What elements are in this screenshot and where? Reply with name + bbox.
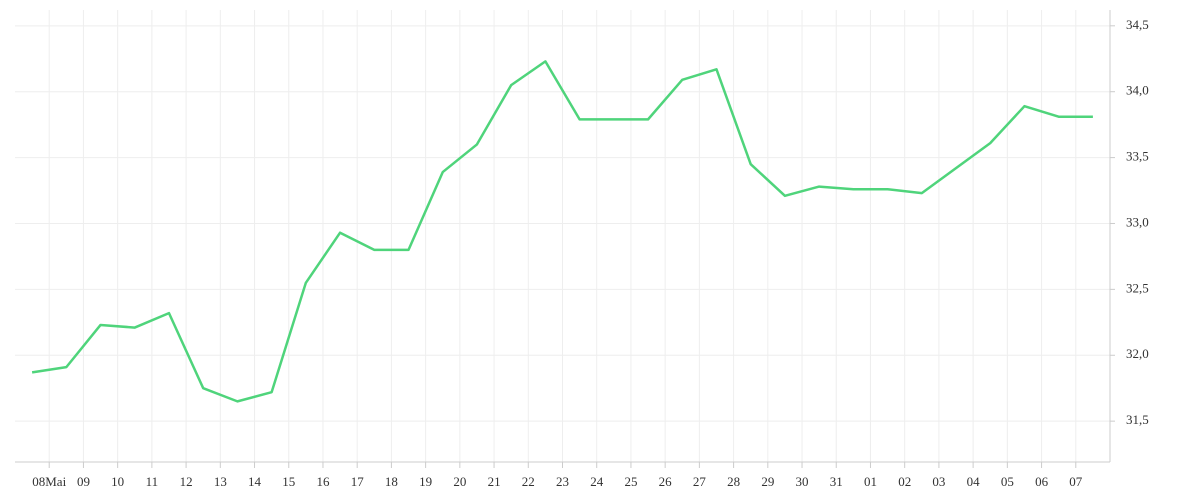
x-tick-label: 07 (1069, 474, 1083, 489)
x-tick-label: 26 (659, 474, 673, 489)
x-tick-label: 11 (146, 474, 159, 489)
x-tick-label: 16 (316, 474, 330, 489)
x-tick-label: 05 (1001, 474, 1014, 489)
y-tick-label: 33,5 (1126, 149, 1149, 164)
y-tick-label: 34,5 (1126, 17, 1149, 32)
x-tick-label: 19 (419, 474, 432, 489)
x-tick-label: 04 (967, 474, 981, 489)
x-tick-label: 21 (488, 474, 501, 489)
x-tick-label: 27 (693, 474, 707, 489)
x-tick-label: 30 (796, 474, 809, 489)
x-tick-label: 24 (590, 474, 604, 489)
x-tick-label: 12 (180, 474, 193, 489)
x-tick-label: 22 (522, 474, 535, 489)
x-tick-label: 23 (556, 474, 569, 489)
x-tick-label: 08Mai (32, 474, 66, 489)
x-tick-label: 10 (111, 474, 124, 489)
x-tick-label: 09 (77, 474, 90, 489)
x-tick-label: 17 (351, 474, 365, 489)
x-tick-label: 28 (727, 474, 740, 489)
x-tick-label: 25 (624, 474, 637, 489)
x-tick-label: 29 (761, 474, 774, 489)
x-tick-label: 02 (898, 474, 911, 489)
x-tick-label: 18 (385, 474, 398, 489)
y-tick-label: 32,5 (1126, 280, 1149, 295)
y-tick-label: 32,0 (1126, 346, 1149, 361)
line (31, 60, 1093, 403)
x-tick-label: 20 (453, 474, 466, 489)
x-tick-label: 31 (830, 474, 843, 489)
y-tick-label: 34,0 (1126, 83, 1149, 98)
y-tick-label: 31,5 (1126, 412, 1149, 427)
x-tick-label: 13 (214, 474, 227, 489)
x-tick-label: 14 (248, 474, 262, 489)
y-tick-label: 33,0 (1126, 214, 1149, 229)
x-tick-label: 06 (1035, 474, 1049, 489)
x-tick-label: 15 (282, 474, 295, 489)
x-tick-label: 01 (864, 474, 877, 489)
x-tick-label: 03 (932, 474, 945, 489)
